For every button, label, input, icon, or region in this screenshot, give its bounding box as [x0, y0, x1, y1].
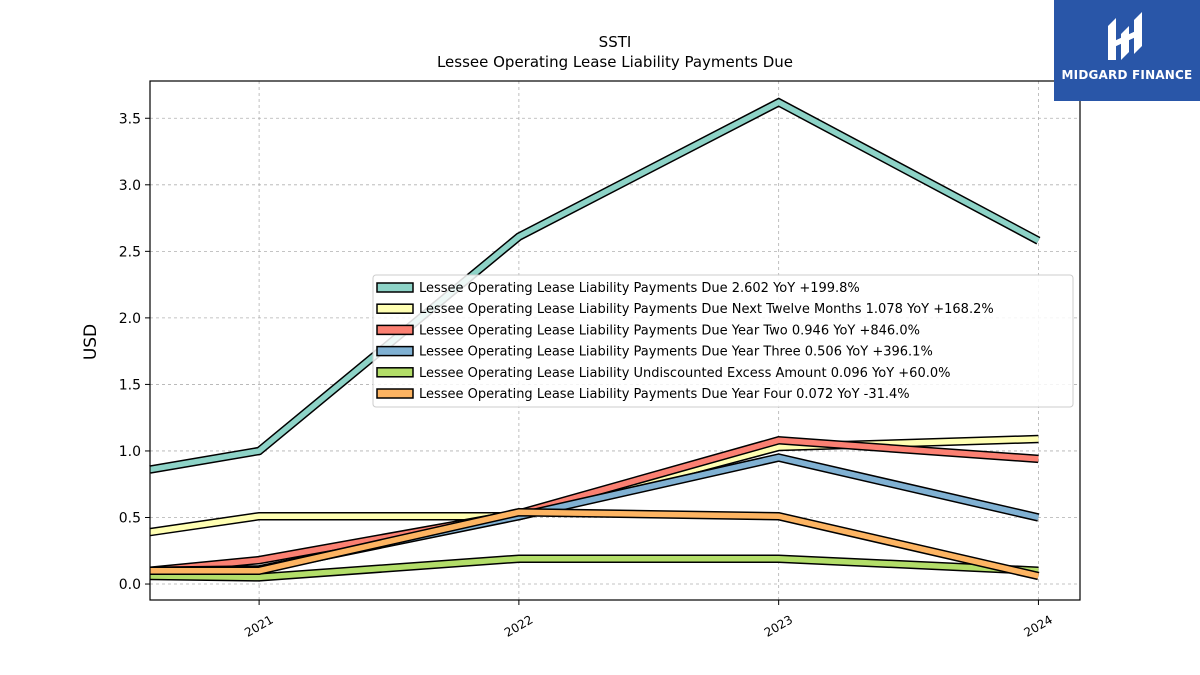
x-tick-label: 2023	[762, 612, 795, 639]
series-line	[149, 554, 1039, 582]
y-tick-label: 1.5	[119, 377, 141, 393]
series-line	[149, 97, 1041, 474]
legend-entry: Lessee Operating Lease Liability Payment…	[419, 281, 860, 296]
series-line-fill	[149, 437, 1039, 574]
legend-swatch	[376, 282, 414, 293]
series-lines	[149, 97, 1041, 582]
x-tick-label: 2024	[1021, 612, 1054, 639]
y-tick-label: 2.0	[119, 311, 141, 327]
y-tick-label: 2.5	[119, 244, 141, 260]
legend-swatch	[376, 324, 414, 336]
series-line-outline	[149, 436, 1039, 575]
legend-entry: Lessee Operating Lease Liability Payment…	[419, 323, 920, 338]
legend-swatch	[376, 303, 414, 314]
legend-swatch	[376, 367, 414, 378]
y-tick-label: 1.0	[119, 444, 141, 460]
y-tick-label: 0.5	[119, 510, 141, 526]
x-tick-label: 2022	[502, 612, 535, 639]
series-line-fill	[149, 99, 1040, 473]
chart-title: SSTI	[599, 33, 632, 51]
legend-swatch	[376, 345, 414, 357]
series-line-fill	[149, 555, 1039, 581]
midgard-logo-icon	[1108, 12, 1142, 60]
y-axis-label: USD	[81, 324, 101, 360]
brand-name: MIDGARD FINANCE	[1061, 68, 1193, 82]
legend-entry: Lessee Operating Lease Liability Undisco…	[419, 366, 950, 381]
series-line	[149, 436, 1039, 575]
legend-swatch	[376, 388, 414, 399]
y-tick-label: 3.0	[119, 178, 141, 194]
y-tick-label: 0.0	[119, 577, 141, 593]
chart-subtitle: Lessee Operating Lease Liability Payment…	[437, 53, 793, 71]
y-tick-label: 3.5	[119, 111, 141, 127]
series-line-fill	[150, 509, 1040, 579]
legend-box	[372, 274, 1074, 408]
legend-entry: Lessee Operating Lease Liability Payment…	[419, 387, 910, 402]
series-line	[150, 507, 1040, 581]
legend-entry: Lessee Operating Lease Liability Payment…	[419, 302, 994, 317]
legend-entry: Lessee Operating Lease Liability Payment…	[419, 345, 933, 360]
legend: Lessee Operating Lease Liability Payment…	[372, 274, 1074, 408]
plot-frame	[149, 80, 1081, 601]
x-tick-label: 2021	[242, 612, 275, 639]
brand-logo: MIDGARD FINANCE	[1054, 0, 1200, 101]
